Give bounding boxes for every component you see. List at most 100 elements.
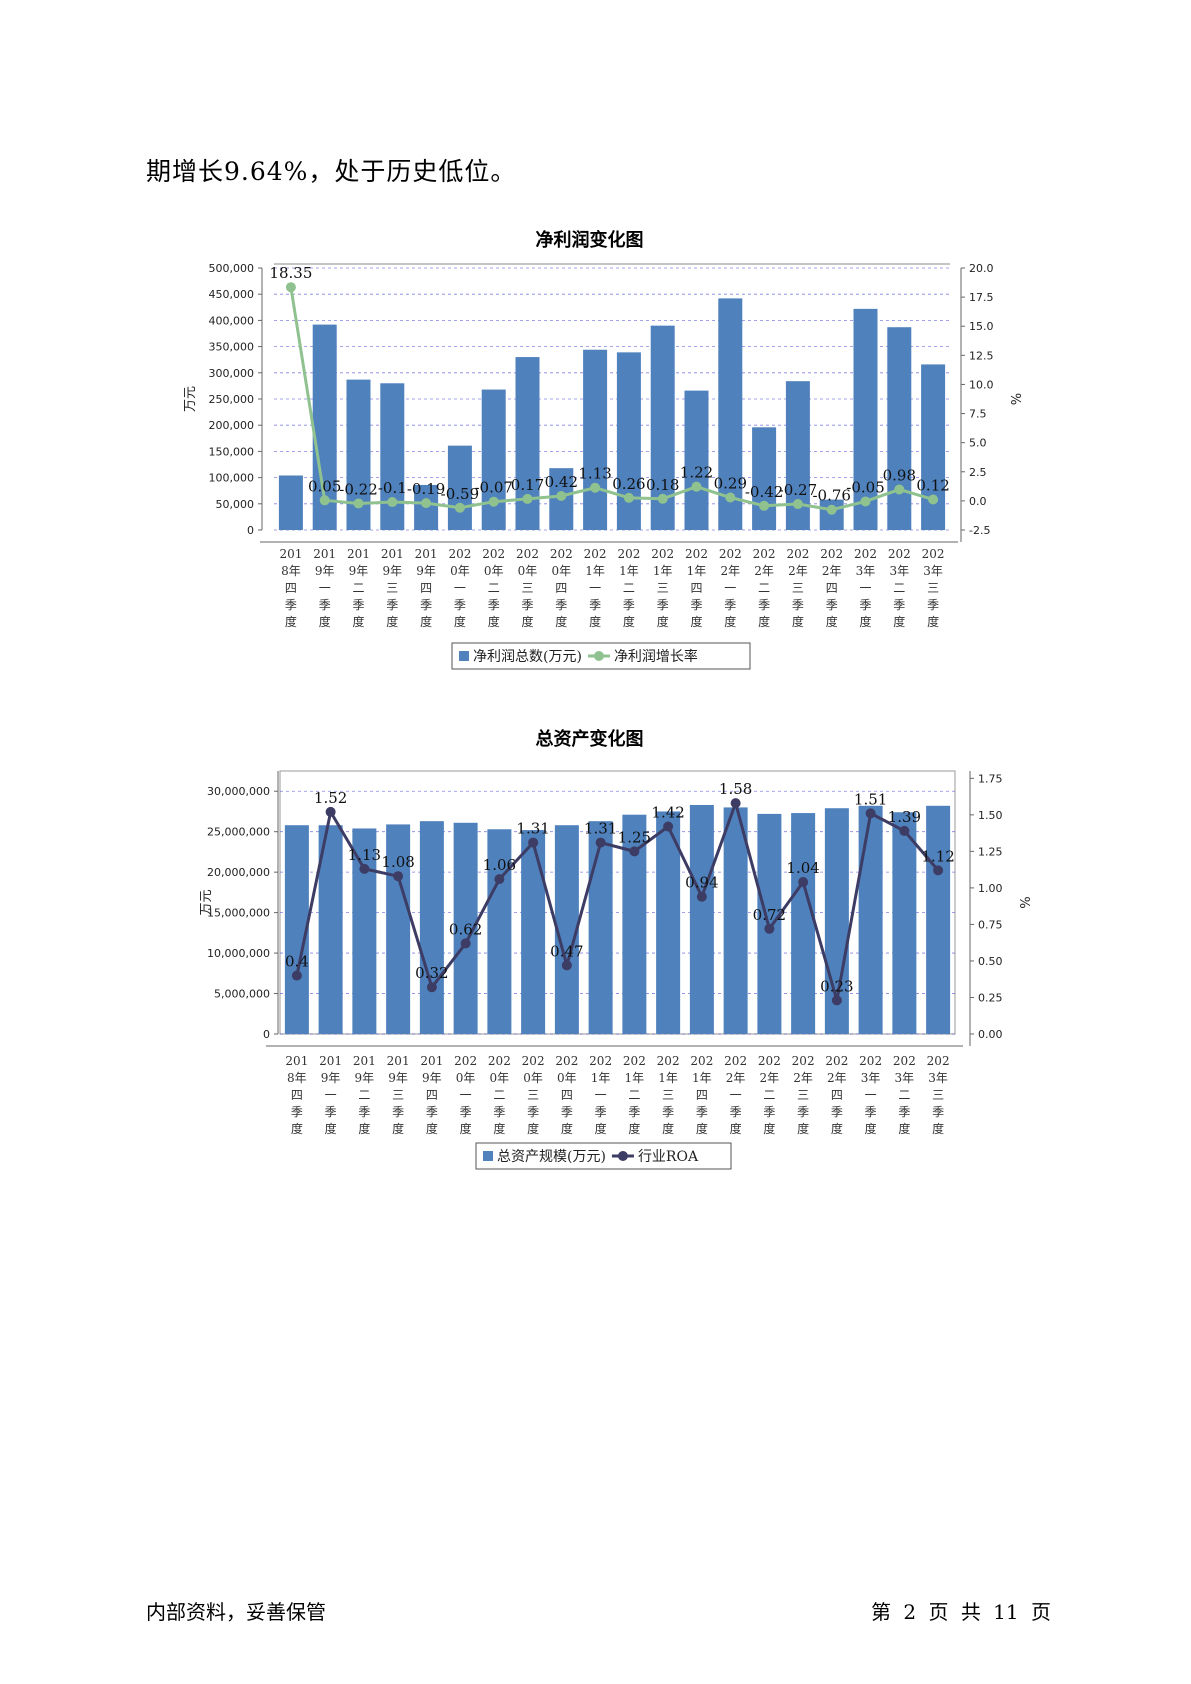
x-tick-label: 季: [527, 1105, 539, 1119]
bar: [487, 829, 512, 1034]
x-tick-label: 2年: [788, 564, 808, 578]
legend-frame: [475, 1142, 732, 1170]
x-tick-label: 度: [831, 1121, 843, 1136]
x-tick-label: 202: [724, 1054, 747, 1068]
x-tick-label: 度: [589, 614, 601, 629]
line-point: [488, 496, 499, 507]
y-tick-label: 250,000: [209, 393, 255, 406]
line-point: [387, 497, 398, 508]
x-tick-label: 2年: [760, 1071, 780, 1085]
line-point: [590, 482, 601, 493]
bar: [278, 475, 303, 530]
x-tick-label: 季: [932, 1105, 944, 1119]
x-tick-label: 三: [792, 581, 804, 595]
x-tick-label: 度: [291, 1121, 303, 1136]
x-tick-label: 一: [730, 1088, 742, 1102]
x-tick-label: 季: [392, 1105, 404, 1119]
x-tick-label: 季: [865, 1105, 877, 1119]
x-tick-label: 季: [696, 1105, 708, 1119]
x-tick-label: 1年: [658, 1071, 678, 1085]
x-tick-label: 一: [865, 1088, 877, 1102]
y-tick-label: 450,000: [209, 288, 255, 301]
x-tick-label: 8年: [281, 564, 301, 578]
y-tick-label: 15,000,000: [207, 907, 270, 920]
point-label: 0.05: [308, 477, 341, 495]
x-tick-label: 202: [522, 1054, 545, 1068]
y-tick-label: 10,000,000: [207, 947, 270, 960]
x-tick-label: 2年: [726, 1071, 746, 1085]
point-label: 0.29: [714, 475, 747, 493]
point-label: 1.12: [921, 847, 954, 865]
bar: [447, 445, 472, 530]
x-tick-label: 三: [657, 581, 669, 595]
bar: [892, 812, 917, 1034]
point-label: 0.42: [545, 473, 578, 491]
x-tick-label: 季: [454, 598, 466, 612]
y-tick-label: 50,000: [216, 498, 255, 511]
line-point: [792, 499, 803, 510]
x-tick-label: 度: [797, 1121, 809, 1136]
x-tick-label: 季: [420, 598, 432, 612]
x-tick-label: 201: [347, 547, 370, 561]
bar: [853, 308, 878, 530]
legend-line-marker: [617, 1151, 628, 1161]
x-tick-label: 季: [623, 598, 635, 612]
bar: [521, 830, 546, 1034]
net-profit-chart: 0 50,000 100,000 150,000 200,000 250,000 300,0…: [183, 262, 1022, 670]
point-label: 1.25: [618, 828, 651, 846]
x-tick-label: 201: [381, 547, 404, 561]
point-label: 0.32: [415, 964, 448, 982]
line-point: [556, 490, 567, 501]
point-label: -0.19: [407, 480, 445, 498]
x-tick-label: 202: [893, 1054, 916, 1068]
x-tick-label: 季: [758, 598, 770, 612]
y2-tick-label: 5.0: [969, 437, 987, 450]
point-label: -0.76: [812, 487, 850, 505]
y-axis-title: 万元: [199, 889, 214, 915]
bar: [887, 327, 912, 530]
line-point: [629, 846, 640, 857]
bar: [791, 813, 816, 1034]
x-tick-label: 度: [623, 614, 635, 629]
x-tick-label: 202: [584, 547, 607, 561]
point-label: 18.35: [269, 264, 312, 282]
x-tick-label: 9年: [388, 1071, 408, 1085]
x-tick-label: 四: [426, 1088, 438, 1102]
point-label: 0.94: [685, 874, 718, 892]
point-label: 0.23: [820, 977, 853, 995]
point-label: -0.22: [339, 480, 377, 498]
line-point: [522, 493, 533, 504]
bar: [554, 825, 579, 1034]
x-tick-label: 2年: [793, 1071, 813, 1085]
x-tick-label: 四: [285, 581, 297, 595]
x-tick-label: 季: [352, 598, 364, 612]
x-tick-label: 202: [854, 547, 877, 561]
point-label: 1.31: [516, 820, 549, 838]
y-axis-title: 万元: [183, 386, 198, 412]
x-tick-label: 9年: [416, 564, 436, 578]
x-tick-label: 二: [358, 1088, 370, 1102]
x-tick-label: 季: [488, 598, 500, 612]
x-tick-label: 二: [763, 1088, 775, 1102]
y2-axis-title: %: [1007, 393, 1022, 405]
x-tick-label: 季: [724, 598, 736, 612]
x-tick-label: 0年: [557, 1071, 577, 1085]
x-tick-label: 3年: [928, 1071, 948, 1085]
x-tick-label: 四: [690, 581, 702, 595]
x-tick-label: 度: [386, 614, 398, 629]
point-label: 1.39: [888, 808, 921, 826]
x-tick-label: 202: [786, 547, 809, 561]
x-tick-label: 二: [493, 1088, 505, 1102]
line-point: [291, 970, 302, 981]
x-tick-label: 3年: [856, 564, 876, 578]
y2-tick-label: 0.00: [978, 1028, 1003, 1041]
point-label: 1.06: [483, 856, 516, 874]
x-tick-label: 度: [527, 1121, 539, 1136]
point-label: 1.08: [381, 853, 414, 871]
line-point: [353, 498, 364, 509]
footer-page-number: 第 2 页 共 11 页: [871, 1600, 1051, 1624]
x-tick-label: 季: [460, 1105, 472, 1119]
x-tick-label: 3年: [861, 1071, 881, 1085]
x-tick-label: 1年: [619, 564, 639, 578]
bar: [380, 383, 405, 530]
